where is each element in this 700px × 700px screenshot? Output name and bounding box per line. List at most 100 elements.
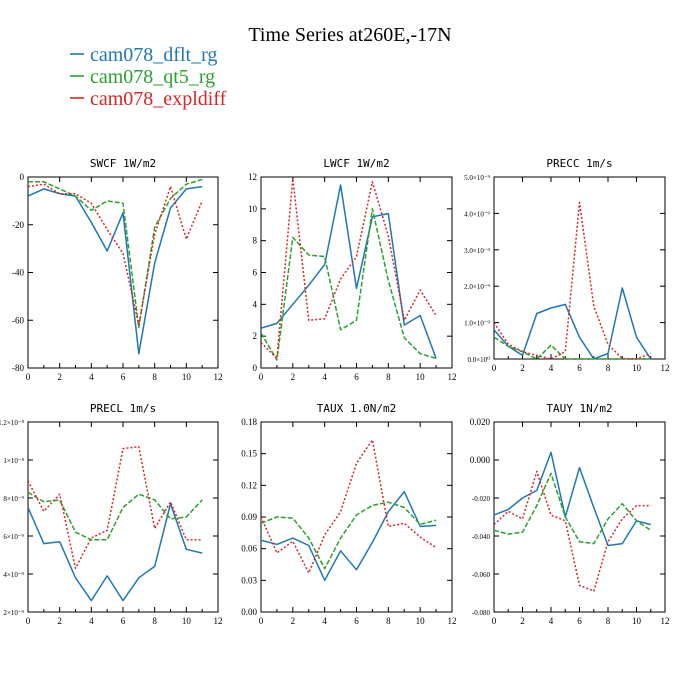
x-tick-label: 0 [492,363,497,373]
y-tick-label: 0.12 [241,480,257,490]
y-tick-label: 10 [248,204,258,214]
panel-3: PRECC 1m/s 0 2 4 6 8 10 12 0.0×10⁰ 1.0×10⁻⁹ 2.0×10… [464,157,669,373]
x-tick-label: 0 [259,372,264,382]
x-tick-label: 6 [577,616,582,626]
x-tick-label: 0 [259,616,264,626]
figure-legend: cam078_dflt_rg cam078_qt5_rg cam078_expl… [70,44,227,110]
series-line-qt5 [28,491,203,541]
x-tick-label: 6 [577,363,582,373]
x-tick-label: 8 [606,363,611,373]
series-line-dflt [28,502,203,602]
y-tick-label: 2 [253,331,258,341]
x-tick-label: 8 [152,372,157,382]
x-tick-label: 6 [121,616,126,626]
y-tick-label: 0.15 [241,449,257,459]
x-tick-label: 10 [632,363,642,373]
series-line-dflt [494,451,651,547]
y-tick-label: 8 [253,236,258,246]
series-line-qt5 [261,501,437,570]
y-tick-label: 5.0×10⁻⁹ [464,174,490,182]
y-tick-label: -0.020 [472,495,491,503]
legend-label-dflt: cam078_dflt_rg [90,44,217,66]
panel-1: SWCF 1W/m2 0 2 4 6 8 10 12 0 -20 -40 -60 -80 [12,157,223,382]
x-tick-label: 4 [89,616,94,626]
x-tick-label: 10 [182,372,192,382]
panel-title: LWCF 1W/m2 [323,157,389,170]
figure-title: Time Series at260E,-17N [248,24,451,46]
y-tick-label: -60 [12,315,24,325]
series-line-expl [28,183,203,326]
x-tick-label: 0 [492,616,497,626]
x-tick-label: 2 [520,616,525,626]
x-tick-label: 2 [291,372,296,382]
y-tick-label: 0.18 [241,417,257,427]
panels: SWCF 1W/m2 0 2 4 6 8 10 12 0 -20 -40 -60 -80 LWCF 1W/… [0,157,670,626]
x-tick-label: 10 [632,616,642,626]
y-tick-label: -0.080 [472,609,491,617]
series-line-expl [494,201,652,360]
plot-frame [260,421,453,613]
x-tick-label: 8 [386,372,391,382]
x-tick-label: 12 [214,616,223,626]
y-tick-label: 4×10⁻⁹ [3,571,24,579]
series-line-dflt [261,490,437,582]
series-line-qt5 [261,208,437,361]
x-tick-label: 6 [354,616,359,626]
series-line-qt5 [28,178,203,329]
series-line-dflt [261,184,437,359]
legend-label-expl: cam078_expldiff [90,88,227,110]
x-tick-label: 8 [606,616,611,626]
x-tick-label: 10 [416,616,426,626]
y-tick-label: 6 [253,268,258,278]
x-tick-label: 4 [322,616,327,626]
x-tick-label: 2 [291,616,296,626]
plot-frame [493,176,666,360]
plot-frame [27,421,219,613]
x-tick-label: 8 [386,616,391,626]
y-tick-label: -0.060 [472,571,491,579]
y-tick-label: 0 [253,363,258,373]
y-tick-label: 1×10⁻⁸ [3,457,24,465]
y-tick-label: 1.0×10⁻⁹ [464,320,490,328]
panel-5: TAUX 1.0N/m2 0 2 4 6 8 10 12 0.00 0.03 0.06 0.09 0.1… [241,402,456,626]
y-tick-label: 2.0×10⁻⁹ [464,283,490,291]
y-tick-label: -20 [12,220,24,230]
x-tick-label: 6 [354,372,359,382]
series-line-qt5 [494,336,651,360]
x-tick-label: 2 [520,363,525,373]
x-tick-label: 2 [57,372,62,382]
y-tick-label: 4.0×10⁻⁹ [464,210,490,218]
panel-title: PRECL 1m/s [90,402,156,415]
y-tick-label: 2×10⁻⁹ [3,609,24,617]
x-tick-label: 8 [152,616,157,626]
panel-title: PRECC 1m/s [546,157,612,170]
panel-title: SWCF 1W/m2 [90,157,156,170]
x-tick-label: 10 [182,616,192,626]
series-line-expl [261,177,437,360]
series-line-dflt [28,185,203,355]
y-tick-label: 4 [253,299,258,309]
y-tick-label: 0.020 [470,417,491,427]
x-tick-label: 12 [448,616,457,626]
plot-frame [260,176,453,369]
x-tick-label: 6 [121,372,126,382]
x-tick-label: 12 [448,372,457,382]
y-tick-label: 6×10⁻⁹ [3,533,24,541]
y-tick-label: 3.0×10⁻⁹ [464,247,490,255]
panel-6: TAUY 1N/m2 0 2 4 6 8 10 12 -0.080 -0.060 -0.040 -0.… [470,402,670,626]
series-line-qt5 [494,472,652,545]
panel-4: PRECL 1m/s 0 2 4 6 8 10 12 2×10⁻⁹ 4×10⁻⁹ 6×10⁻⁹ 8×1… [0,402,223,626]
legend-label-qt5: cam078_qt5_rg [90,66,215,88]
series-line-dflt [494,287,652,360]
y-tick-label: 0.09 [241,512,257,522]
panel-title: TAUY 1N/m2 [546,402,612,415]
x-tick-label: 10 [416,372,426,382]
y-tick-label: -80 [12,363,24,373]
x-tick-label: 12 [661,363,670,373]
y-tick-label: 0.0×10⁰ [467,356,490,364]
y-tick-label: 1.2×10⁻⁸ [0,419,25,427]
x-tick-label: 4 [549,616,554,626]
x-tick-label: 2 [57,616,62,626]
x-tick-label: 12 [214,372,223,382]
